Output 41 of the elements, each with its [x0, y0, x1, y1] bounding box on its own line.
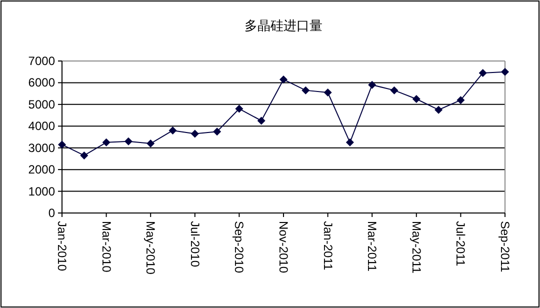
point: [235, 104, 244, 113]
point: [501, 68, 509, 76]
x-tick-label: Mar-2011: [365, 221, 380, 272]
x-tick-label: Mar-2010: [99, 221, 114, 273]
point: [124, 137, 132, 146]
x-tick-label: Jan-2010: [55, 221, 69, 272]
y-tick-label: 6000: [28, 76, 56, 90]
point: [58, 140, 66, 149]
point: [213, 128, 222, 136]
point: [324, 88, 332, 96]
point: [102, 138, 110, 146]
x-tick-label: Jan-2011: [320, 221, 335, 270]
x-tick-label: May-2010: [144, 221, 158, 275]
point: [368, 80, 376, 89]
y-tick-label: 7000: [28, 54, 56, 68]
x-tick-label: May-2011: [409, 221, 424, 274]
point: [456, 96, 465, 104]
point: [280, 75, 288, 84]
x-tick-label: Jul-2011: [454, 221, 468, 266]
y-tick-label: 2000: [28, 162, 56, 177]
x-tick-label: Jul-2010: [188, 221, 202, 268]
point: [257, 116, 266, 125]
chart-title: 多晶硅进口量: [244, 18, 322, 33]
point: [346, 138, 354, 146]
point: [412, 95, 420, 103]
point: [302, 86, 310, 94]
x-tick-label: Nov-2010: [276, 221, 290, 274]
x-tick-label: Sep-2010: [232, 221, 246, 274]
y-tick-label: 5000: [28, 97, 56, 112]
x-tick-label: Sep-2011: [498, 221, 512, 272]
y-tick-label: 3000: [28, 140, 56, 155]
y-tick-label: 0: [48, 206, 56, 220]
point: [190, 130, 199, 138]
point: [168, 126, 177, 134]
point: [390, 86, 398, 94]
point: [478, 68, 487, 77]
point: [80, 151, 88, 160]
point: [434, 106, 443, 114]
point: [146, 140, 155, 148]
y-tick-label: 1000: [28, 184, 56, 198]
y-tick-label: 4000: [28, 119, 56, 134]
